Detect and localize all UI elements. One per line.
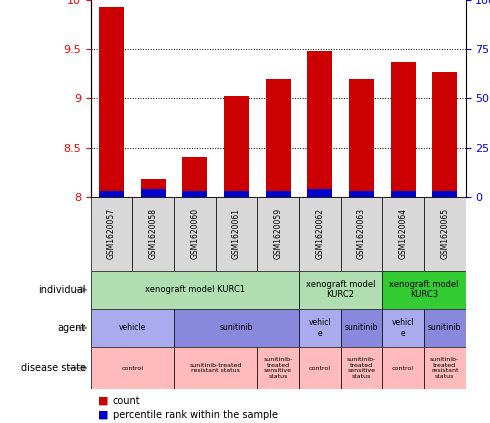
Text: vehicl
e: vehicl e: [308, 318, 331, 338]
Bar: [91, 347, 174, 389]
Text: xenograft model
KURC3: xenograft model KURC3: [389, 280, 459, 299]
Bar: [307, 51, 332, 197]
Text: sunitinib-treated
resistant status: sunitinib-treated resistant status: [190, 363, 242, 374]
Bar: [341, 347, 382, 389]
Bar: [91, 197, 132, 271]
Bar: [99, 7, 124, 197]
Text: control: control: [309, 365, 331, 371]
Bar: [424, 309, 466, 347]
Text: GSM1620059: GSM1620059: [273, 208, 283, 259]
Bar: [182, 191, 207, 197]
Bar: [424, 197, 466, 271]
Bar: [299, 271, 382, 309]
Bar: [91, 309, 174, 347]
Bar: [349, 191, 374, 197]
Bar: [382, 197, 424, 271]
Bar: [224, 191, 249, 197]
Bar: [382, 309, 424, 347]
Text: GSM1620063: GSM1620063: [357, 208, 366, 259]
Bar: [174, 347, 257, 389]
Bar: [141, 179, 166, 197]
Text: xenograft model KURC1: xenograft model KURC1: [145, 285, 245, 294]
Bar: [174, 197, 216, 271]
Bar: [382, 347, 424, 389]
Text: count: count: [113, 396, 140, 406]
Text: GSM1620057: GSM1620057: [107, 208, 116, 259]
Bar: [341, 309, 382, 347]
Bar: [432, 191, 457, 197]
Text: sunitinib-
treated
resistant
status: sunitinib- treated resistant status: [430, 357, 459, 379]
Text: GSM1620060: GSM1620060: [190, 208, 199, 259]
Text: percentile rank within the sample: percentile rank within the sample: [113, 409, 278, 420]
Bar: [382, 271, 465, 309]
Text: individual: individual: [38, 285, 86, 295]
Bar: [432, 72, 457, 197]
Bar: [257, 347, 299, 389]
Text: vehicle: vehicle: [119, 323, 146, 332]
Text: agent: agent: [57, 323, 86, 333]
Bar: [141, 189, 166, 197]
Bar: [299, 347, 341, 389]
Text: control: control: [122, 365, 143, 371]
Bar: [91, 271, 299, 309]
Bar: [216, 197, 257, 271]
Text: control: control: [392, 365, 414, 371]
Text: ■: ■: [98, 409, 108, 420]
Bar: [341, 197, 382, 271]
Text: sunitinib: sunitinib: [344, 323, 378, 332]
Text: vehicl
e: vehicl e: [392, 318, 415, 338]
Bar: [391, 62, 416, 197]
Bar: [424, 347, 466, 389]
Text: disease state: disease state: [21, 363, 86, 373]
Bar: [299, 309, 341, 347]
Text: sunitinib-
treated
sensitive
status: sunitinib- treated sensitive status: [264, 357, 293, 379]
Text: sunitinib: sunitinib: [220, 323, 253, 332]
Bar: [174, 309, 299, 347]
Bar: [182, 157, 207, 197]
Text: GSM1620064: GSM1620064: [398, 208, 408, 259]
Text: GSM1620065: GSM1620065: [440, 208, 449, 259]
Text: sunitinib-
treated
sensitive
status: sunitinib- treated sensitive status: [347, 357, 376, 379]
Bar: [257, 197, 299, 271]
Text: GSM1620061: GSM1620061: [232, 208, 241, 259]
Bar: [266, 191, 291, 197]
Bar: [307, 189, 332, 197]
Text: xenograft model
KURC2: xenograft model KURC2: [306, 280, 375, 299]
Bar: [299, 197, 341, 271]
Bar: [349, 79, 374, 197]
Bar: [224, 96, 249, 197]
Text: sunitinib: sunitinib: [428, 323, 462, 332]
Text: ■: ■: [98, 396, 108, 406]
Bar: [132, 197, 174, 271]
Bar: [99, 191, 124, 197]
Bar: [266, 79, 291, 197]
Bar: [391, 191, 416, 197]
Text: GSM1620062: GSM1620062: [315, 208, 324, 259]
Text: GSM1620058: GSM1620058: [148, 208, 158, 259]
